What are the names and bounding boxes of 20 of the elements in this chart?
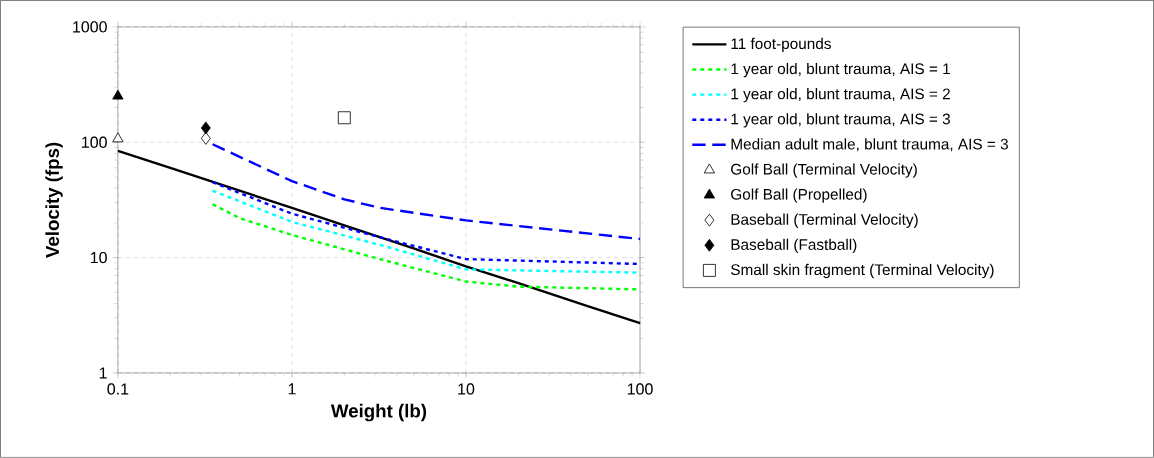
legend-label: Baseball (Terminal Velocity) bbox=[731, 213, 918, 228]
legend-label: Golf Ball (Terminal Velocity) bbox=[731, 163, 917, 178]
x-tick-label: 1 bbox=[288, 383, 296, 395]
legend-label: 1 year old, blunt trauma, AIS = 1 bbox=[731, 63, 950, 78]
x-tick-label: 0.1 bbox=[107, 383, 129, 395]
legend-label: 1 year old, blunt trauma, AIS = 3 bbox=[731, 113, 950, 128]
y-tick-label: 1000 bbox=[73, 21, 107, 33]
y-tick-label: 100 bbox=[82, 136, 107, 148]
legend-label: Golf Ball (Propelled) bbox=[731, 188, 867, 203]
y-tick-label: 1 bbox=[99, 367, 107, 379]
legend-label: Small skin fragment (Terminal Velocity) bbox=[731, 263, 994, 279]
legend-label: 1 year old, blunt trauma, AIS = 2 bbox=[731, 88, 950, 103]
y-axis-title: Velocity (fps) bbox=[45, 142, 63, 258]
x-axis-title: Weight (lb) bbox=[330, 403, 427, 422]
x-tick-label: 10 bbox=[458, 383, 475, 395]
y-tick-label: 10 bbox=[90, 252, 107, 264]
legend-label: Median adult male, blunt trauma, AIS = 3 bbox=[731, 138, 1008, 152]
legend-label: Baseball (Fastball) bbox=[731, 238, 857, 254]
legend-label: 11 foot-pounds bbox=[731, 37, 831, 53]
x-tick-label: 100 bbox=[627, 383, 653, 395]
